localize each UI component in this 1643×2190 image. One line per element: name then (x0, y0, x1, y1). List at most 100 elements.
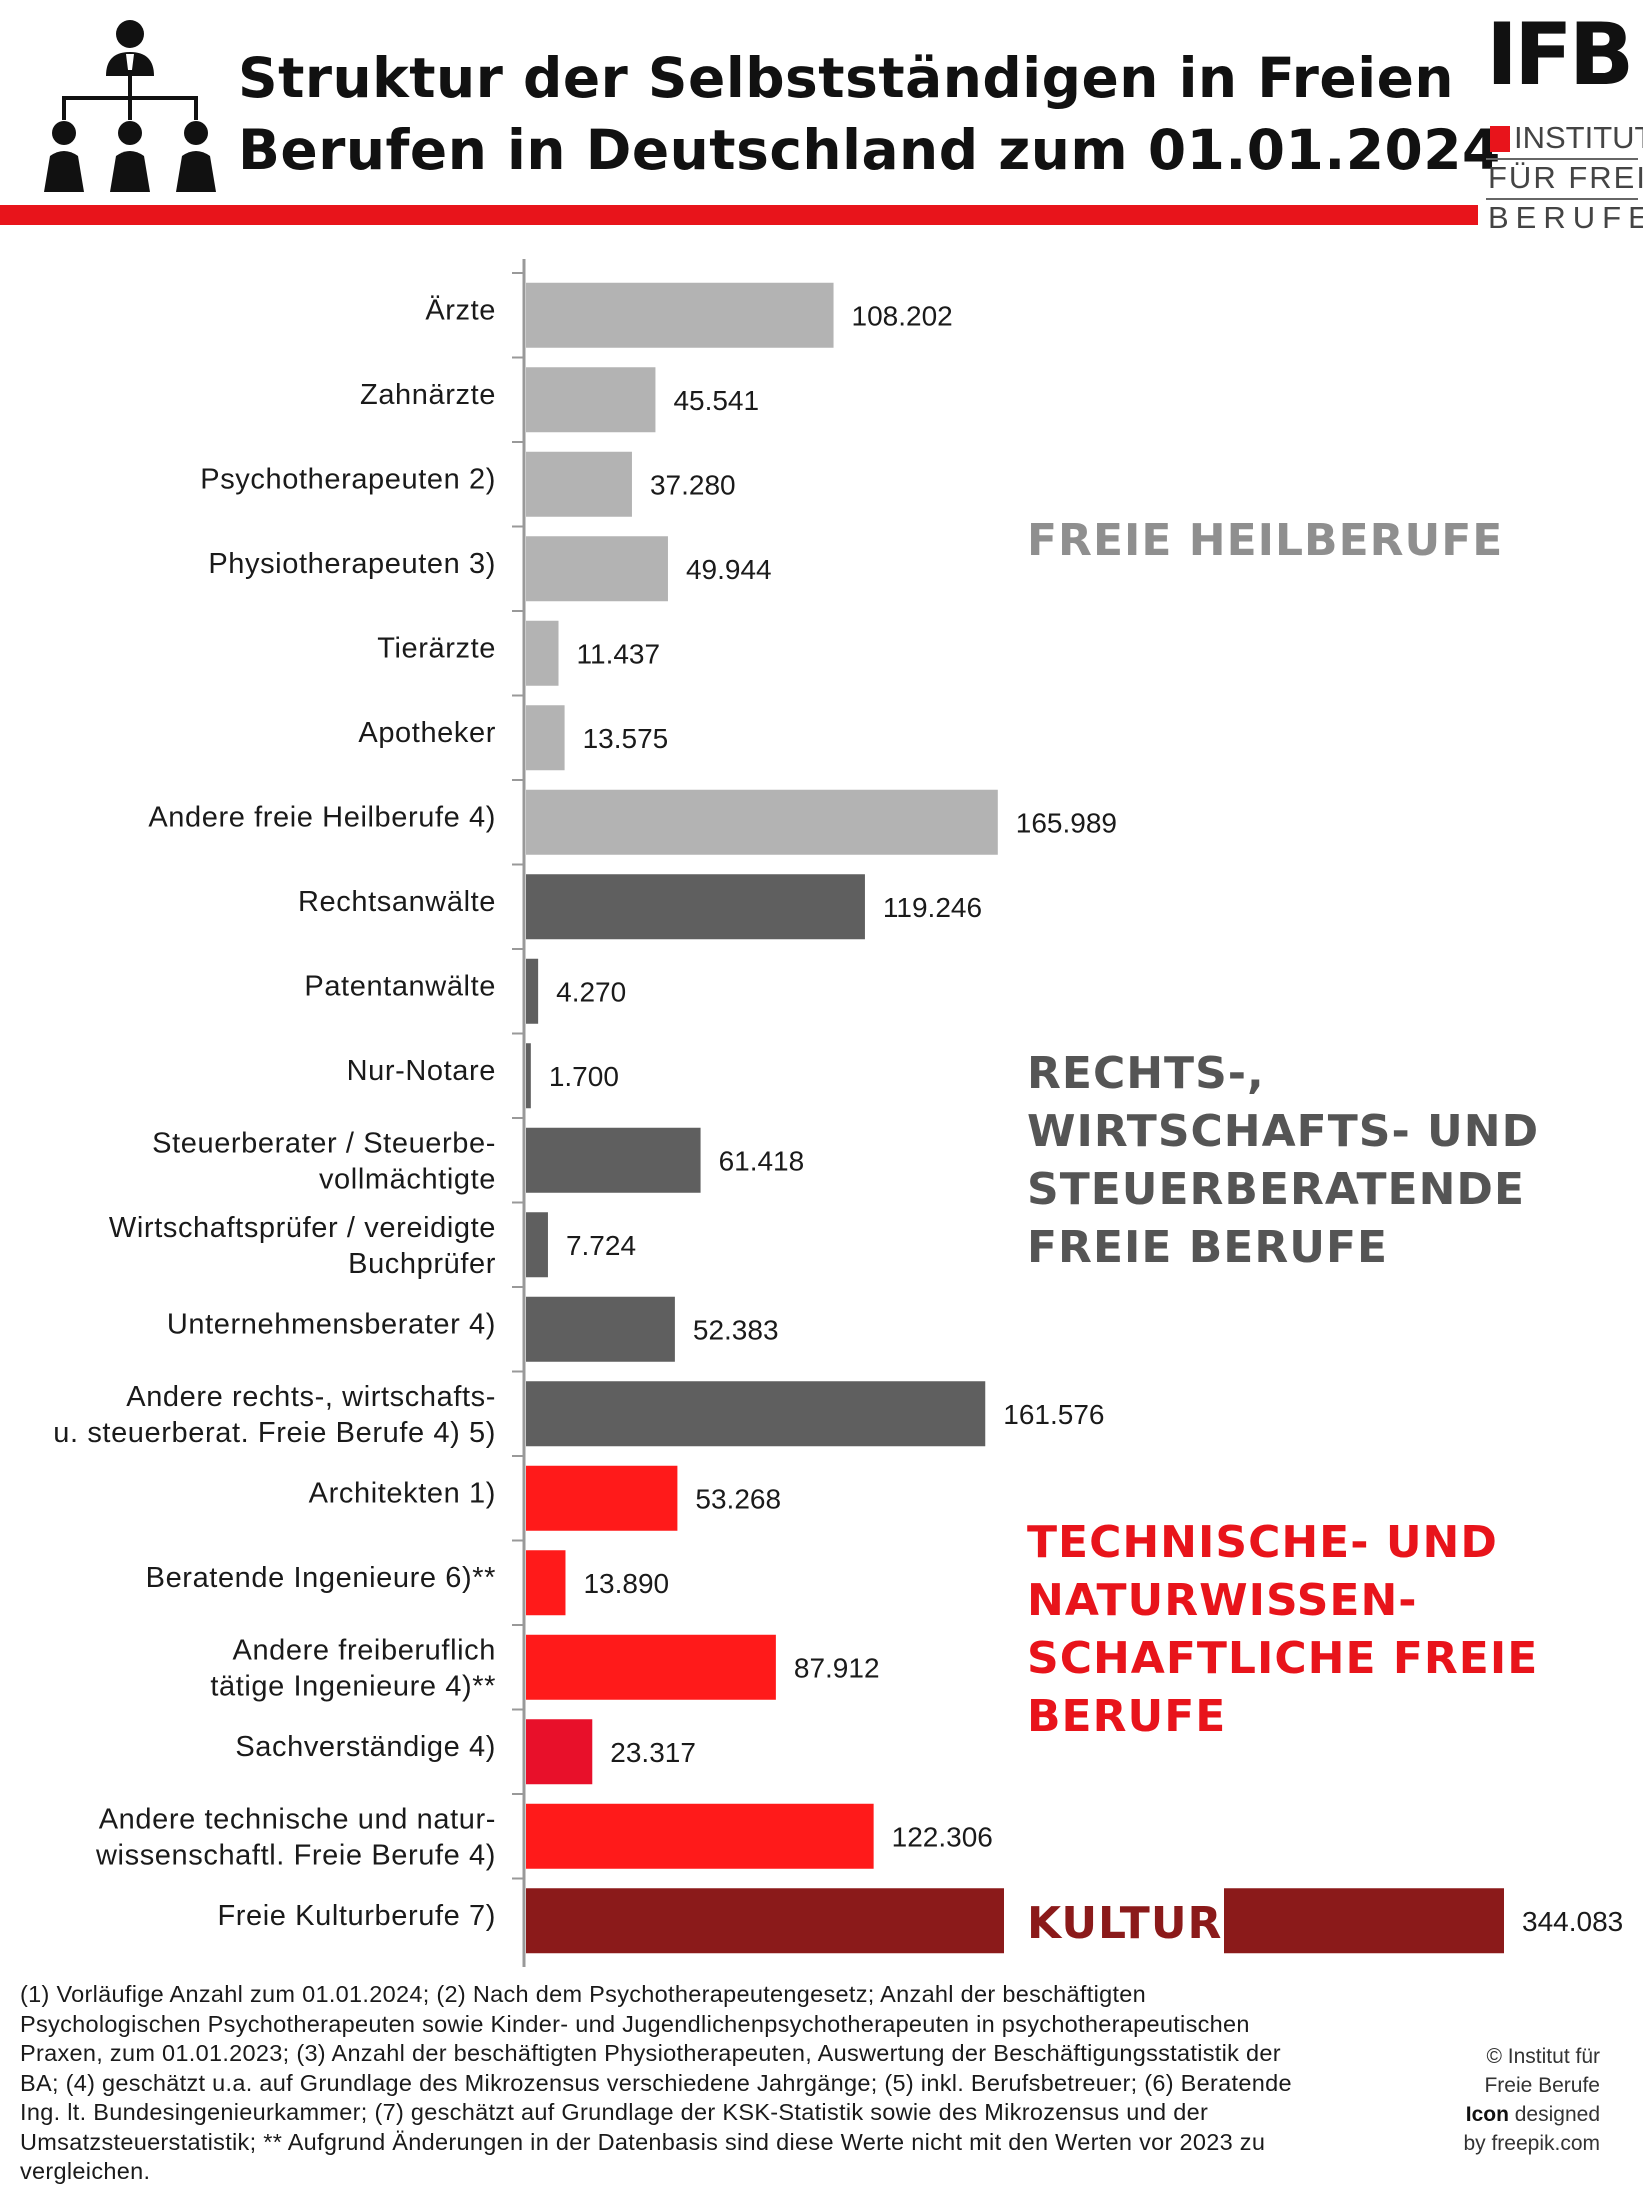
bar (526, 282, 834, 348)
footnote-line: Psychologischen Psychotherapeuten sowie … (20, 2010, 1250, 2037)
value-label: 37.280 (650, 469, 736, 500)
organization-chart-people-icon (44, 20, 216, 192)
bar (526, 705, 565, 771)
credit-icon-word: Icon (1465, 2103, 1509, 2126)
value-label: 165.989 (1016, 807, 1117, 838)
category-label: Unternehmensberater 4) (167, 1308, 496, 1340)
category-label: Zahnärzte (360, 379, 496, 411)
value-label: 344.083 (1522, 1906, 1623, 1937)
logo-line-1: INSTITUT (1514, 120, 1643, 155)
value-label: 119.246 (883, 892, 982, 923)
bar (526, 874, 865, 940)
footnote-line: (1) Vorläufige Anzahl zum 01.01.2024; (2… (20, 1981, 1147, 2007)
value-label: 49.944 (686, 554, 772, 585)
bar (526, 1296, 675, 1362)
credit-line-4: by freepik.com (1463, 2132, 1600, 2155)
footnote-line: BA; (4) geschätzt u.a. auf Grundlage des… (20, 2069, 1292, 2096)
credit-designed: designed (1508, 2103, 1600, 2126)
group-label-kultur: KULTUR (1027, 1898, 1222, 1949)
logo-line-3: BERUFE (1488, 200, 1643, 235)
bar (526, 1550, 566, 1616)
group-label-technik: NATURWISSEN- (1027, 1575, 1418, 1626)
group-label-rechts: RECHTS-, (1027, 1048, 1265, 1099)
credit: © Institut für Freie Berufe Icon designe… (1400, 2042, 1600, 2158)
value-label: 7.724 (566, 1230, 636, 1261)
category-label: Andere technische und natur- (99, 1803, 496, 1835)
bar (526, 1127, 701, 1193)
value-label: 52.383 (693, 1314, 779, 1345)
logo-divider (1486, 198, 1638, 200)
bar-chart: 108.202 Ärzte 45.541 Zahnärzte 37.280 Psychot… (53, 259, 1623, 1967)
category-label: Psychotherapeuten 2) (200, 463, 496, 495)
category-label: Architekten 1) (309, 1477, 496, 1509)
footnote-line: Umsatzsteuerstatistik; ** Aufgrund Änder… (20, 2128, 1266, 2155)
group-label-rechts: FREIE BERUFE (1027, 1222, 1388, 1273)
bar (526, 789, 998, 855)
bar (526, 1381, 986, 1447)
value-label: 122.306 (892, 1821, 993, 1852)
title-line-1: Struktur der Selbstständigen in Freien (238, 46, 1455, 110)
page-title: Struktur der Selbstständigen in Freien B… (238, 42, 1501, 186)
category-label: Apotheker (358, 717, 496, 749)
bar (526, 958, 539, 1024)
value-label: 161.576 (1003, 1399, 1104, 1430)
logo-line-2: FÜR FREIE (1488, 160, 1643, 195)
category-label: Physiotherapeuten 3) (208, 548, 496, 580)
logo-red-square (1490, 126, 1510, 152)
bar (526, 367, 656, 433)
category-label: Andere freie Heilberufe 4) (148, 801, 496, 833)
bar (526, 620, 559, 686)
bar (526, 451, 632, 517)
bar (526, 1719, 593, 1785)
logo-divider (1486, 158, 1638, 160)
value-label: 4.270 (556, 976, 626, 1007)
category-label: Steuerberater / Steuerbe- (152, 1127, 496, 1159)
value-label: 23.317 (610, 1737, 696, 1768)
bar (526, 1634, 776, 1700)
category-label: Patentanwälte (304, 970, 496, 1002)
value-label: 108.202 (852, 300, 953, 331)
group-label-rechts: STEUERBERATENDE (1027, 1164, 1525, 1215)
category-label: Beratende Ingenieure 6)** (146, 1562, 496, 1594)
value-label: 45.541 (673, 385, 759, 416)
value-label: 13.890 (583, 1568, 669, 1599)
footnote-line: vergleichen. (20, 2158, 151, 2184)
bar (526, 1465, 678, 1531)
footnote: (1) Vorläufige Anzahl zum 01.01.2024; (2… (20, 1980, 1430, 2187)
category-label: Ärzte (425, 294, 496, 326)
category-label: tätige Ingenieure 4)** (210, 1670, 496, 1702)
value-label: 53.268 (695, 1483, 781, 1514)
value-label: 1.700 (549, 1061, 619, 1092)
value-label: 11.437 (577, 638, 661, 669)
kultur-label-backdrop (1004, 1887, 1224, 1955)
category-label: Andere rechts-, wirtschafts- (126, 1381, 496, 1413)
category-label: vollmächtigte (319, 1163, 496, 1195)
category-label: wissenschaftl. Freie Berufe 4) (95, 1839, 496, 1871)
category-label: Andere freiberuflich (233, 1634, 496, 1666)
value-label: 87.912 (794, 1652, 880, 1683)
group-label-technik: TECHNISCHE- UND (1027, 1517, 1498, 1568)
bar (526, 1212, 548, 1278)
group-label-heilberufe: FREIE HEILBERUFE (1027, 515, 1503, 566)
category-label: Nur-Notare (347, 1055, 496, 1087)
credit-line-2: Freie Berufe (1484, 2074, 1600, 2097)
header-divider (0, 205, 1478, 225)
group-label-technik: BERUFE (1027, 1691, 1226, 1742)
ifb-logo: IFB INSTITUT FÜR FREIE BERUFE (1486, 5, 1643, 235)
value-label: 13.575 (583, 723, 669, 754)
group-label-technik: SCHAFTLICHE FREIE (1027, 1633, 1538, 1684)
value-label: 61.418 (719, 1145, 805, 1176)
logo-mark: IFB (1486, 5, 1634, 105)
category-label: Buchprüfer (348, 1248, 496, 1280)
title-line-2: Berufen in Deutschland zum 01.01.2024 (238, 118, 1501, 182)
bar (526, 536, 668, 602)
category-label: Tierärzte (377, 632, 496, 664)
bar (526, 1043, 531, 1109)
footnote-line: Praxen, zum 01.01.2023; (3) Anzahl der b… (20, 2040, 1281, 2066)
category-label: Wirtschaftsprüfer / vereidigte (109, 1212, 496, 1244)
credit-line-1: © Institut für (1486, 2045, 1600, 2068)
category-label: Rechtsanwälte (298, 886, 496, 918)
group-label-rechts: WIRTSCHAFTS- UND (1027, 1106, 1539, 1157)
footnote-line: Ing. lt. Bundesingenieurkammer; (7) gesc… (20, 2099, 1209, 2125)
bar (526, 1803, 874, 1869)
